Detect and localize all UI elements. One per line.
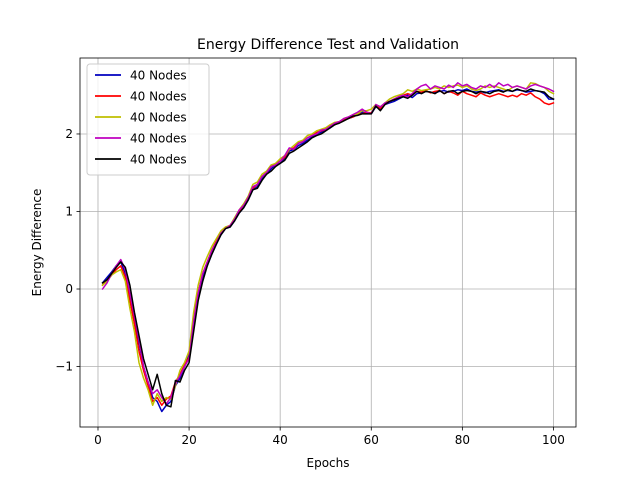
legend-label: 40 Nodes <box>130 153 187 167</box>
x-tick-label: 20 <box>181 433 196 447</box>
y-tick-label: 1 <box>65 204 73 218</box>
y-tick-label: −1 <box>55 360 73 374</box>
legend-label: 40 Nodes <box>130 69 187 83</box>
grid-lines <box>80 58 576 427</box>
x-tick-label: 40 <box>273 433 288 447</box>
y-axis-label: Energy Difference <box>30 189 44 297</box>
axis-ticks: 0 20 40 60 80 100 −1 0 1 2 <box>55 127 565 447</box>
legend-label: 40 Nodes <box>130 111 187 125</box>
chart-title: Energy Difference Test and Validation <box>197 37 459 53</box>
x-tick-label: 60 <box>364 433 379 447</box>
series-line-3 <box>101 82 555 407</box>
plot-area-frame <box>79 57 577 428</box>
legend-frame <box>86 63 210 176</box>
x-tick-label: 0 <box>94 433 102 447</box>
x-tick-label: 100 <box>542 433 565 447</box>
series-line-5 <box>101 88 555 408</box>
legend-label: 40 Nodes <box>130 132 187 146</box>
y-tick-label: 2 <box>65 127 73 141</box>
legend: 40 Nodes 40 Nodes 40 Nodes 40 Nodes 40 Nodes <box>86 63 210 176</box>
series-lines <box>101 82 555 413</box>
legend-label: 40 Nodes <box>130 90 187 104</box>
y-tick-label: 0 <box>65 282 73 296</box>
x-axis-label: Epochs <box>307 456 350 470</box>
series-line-4 <box>101 82 555 405</box>
x-tick-label: 80 <box>455 433 470 447</box>
